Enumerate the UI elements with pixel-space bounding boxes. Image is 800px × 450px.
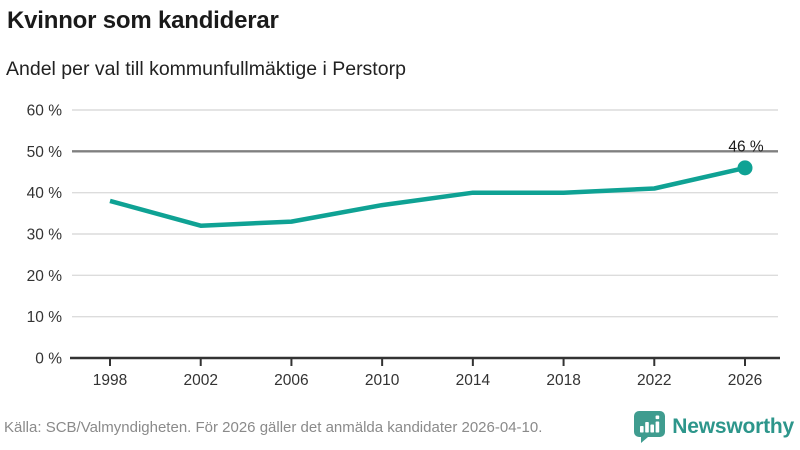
y-tick-label: 10 % — [27, 309, 63, 326]
line-chart: 0 % 10 % 20 % 30 % 40 % 50 % 60 % 46 % 1998 2002 2… — [27, 103, 780, 389]
x-tick-labels: 1998 2002 2006 2010 2014 2018 2022 2026 — [93, 372, 762, 389]
x-tick-label: 2010 — [365, 372, 400, 389]
bar-chart-glyph — [640, 415, 660, 433]
speech-bubble-shape — [634, 411, 666, 443]
y-tick-label: 40 % — [27, 185, 63, 202]
x-tick-label: 2022 — [637, 372, 671, 389]
y-tick-label: 0 % — [35, 351, 62, 368]
x-tick-label: 1998 — [93, 372, 127, 389]
y-tick-label: 30 % — [27, 227, 63, 244]
x-tick-label: 2026 — [728, 372, 762, 389]
chart-footer: Källa: SCB/Valmyndigheten. För 2026 gäll… — [4, 410, 794, 444]
data-line — [109, 165, 746, 228]
x-tick-label: 2006 — [274, 372, 308, 389]
y-tick-labels: 0 % 10 % 20 % 30 % 40 % 50 % 60 % — [27, 103, 63, 368]
newsworthy-speech-bubble-bar-chart-icon — [634, 411, 666, 443]
end-point-marker — [737, 160, 753, 176]
page-title: Kvinnor som kandiderar — [7, 7, 279, 34]
exclamation-bar — [655, 421, 660, 433]
newsworthy-logo: Newsworthy — [634, 411, 794, 443]
x-axis — [70, 356, 780, 366]
y-tick-label: 60 % — [27, 103, 63, 120]
x-tick-label: 2018 — [546, 372, 580, 389]
x-tick-label: 2014 — [456, 372, 491, 389]
source-text: Källa: SCB/Valmyndigheten. För 2026 gäll… — [4, 418, 543, 436]
value-annotation: 46 % — [728, 138, 764, 155]
newsworthy-wordmark: Newsworthy — [672, 415, 794, 438]
exclamation-dot — [655, 415, 660, 420]
chart-subtitle: Andel per val till kommunfullmäktige i P… — [6, 58, 406, 80]
y-tick-label: 20 % — [27, 268, 63, 285]
y-tick-label: 50 % — [27, 144, 63, 161]
y-gridlines — [72, 109, 778, 318]
x-tick-label: 2002 — [183, 372, 217, 389]
